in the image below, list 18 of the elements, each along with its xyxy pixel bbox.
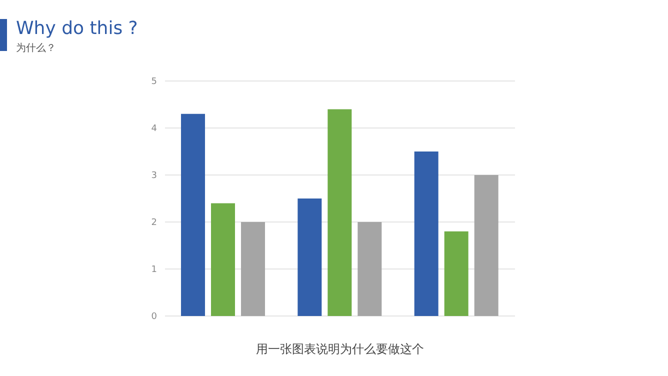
bar [414,152,438,316]
bar [298,198,322,316]
y-tick-label: 4 [151,124,158,134]
chart-title: Why do this ? [16,18,138,39]
text: 为什么？ [16,42,56,55]
y-tick-label: 0 [151,312,158,322]
y-tick-label: 3 [151,171,157,182]
y-tick-label: 5 [151,77,157,88]
y-tick-label: 2 [151,218,157,228]
x-axis-title: 用一张图表说明为什么要做这个 [255,341,425,358]
bar [211,203,235,316]
y-tick-label: 1 [151,265,157,276]
bar [241,222,265,316]
bar [474,175,498,316]
bar [358,222,382,316]
bar [181,114,205,316]
bar [328,109,352,316]
bar [444,231,468,316]
